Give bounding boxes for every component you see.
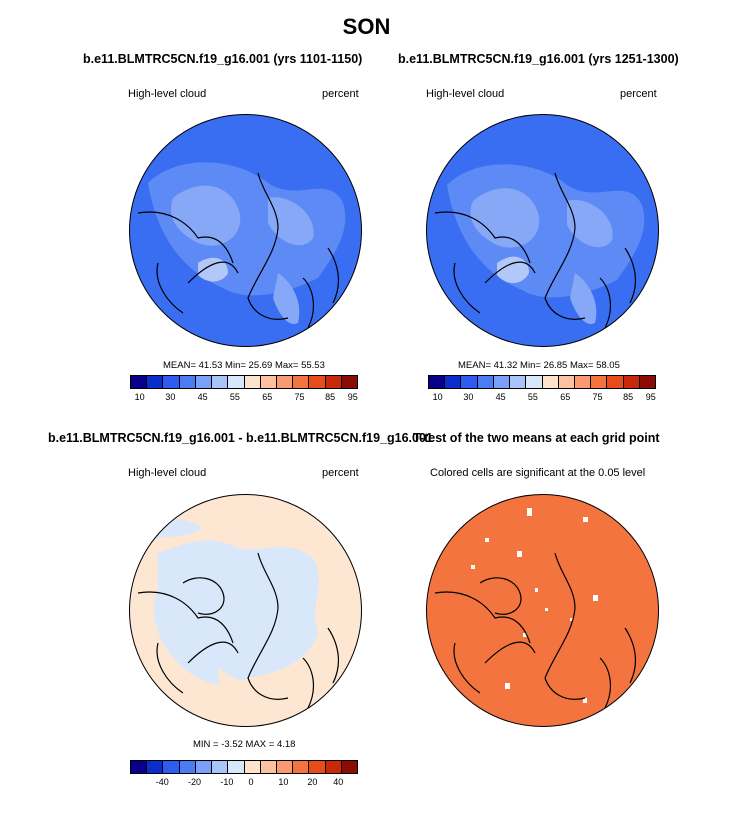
colorbar-tick-label: 0 — [248, 777, 254, 787]
colorbar-tick-label: 75 — [294, 392, 305, 402]
colorbar-tick-label: 20 — [307, 777, 318, 787]
panel-2-colorbar-ticks: 10 30 45 55 65 75 85 95 — [428, 392, 656, 404]
panel-1-variable-label: High-level cloud — [128, 88, 207, 100]
colorbar-cell — [228, 376, 245, 388]
panel-1-stats: MEAN= 41.53 Min= 25.69 Max= 55.53 — [163, 360, 325, 371]
colorbar-cell — [574, 376, 592, 388]
colorbar-tick-label: 65 — [560, 392, 571, 402]
figure-title: SON — [342, 14, 391, 39]
colorbar-cell — [228, 761, 245, 773]
panel-1-title: b.e11.BLMTRC5CN.f19_g16.001 (yrs 1101-11… — [83, 52, 363, 66]
colorbar-cell — [639, 376, 656, 388]
colorbar-tick-label: 55 — [229, 392, 240, 402]
colorbar-cell — [260, 761, 277, 773]
colorbar-tick-label: -40 — [155, 777, 169, 787]
colorbar-tick-label: 30 — [165, 392, 176, 402]
colorbar-cell — [293, 376, 310, 388]
panel-4-significance-label: Colored cells are significant at the 0.0… — [430, 467, 646, 479]
colorbar-cell — [131, 376, 148, 388]
colorbar-tick-label: 95 — [645, 392, 656, 402]
colorbar-tick-label: 10 — [432, 392, 443, 402]
panel-1-colorbar — [130, 375, 358, 389]
colorbar-cell — [325, 761, 342, 773]
panel-3-difference-map — [129, 494, 362, 727]
colorbar-tick-label: 95 — [347, 392, 358, 402]
colorbar-cell — [212, 761, 229, 773]
colorbar-cell — [623, 376, 640, 388]
colorbar-cell — [558, 376, 575, 388]
panel-1-units-label: percent — [322, 88, 359, 100]
panel-3-colorbar — [130, 760, 358, 774]
colorbar-tick-label: 10 — [278, 777, 289, 787]
panel-3-stats: MIN = -3.52 MAX = 4.18 — [193, 739, 296, 750]
colorbar-cell — [309, 376, 326, 388]
colorbar-cell — [147, 376, 164, 388]
colorbar-cell — [260, 376, 277, 388]
colorbar-tick-label: 85 — [325, 392, 336, 402]
colorbar-cell — [510, 376, 527, 388]
colorbar-tick-label: 65 — [262, 392, 273, 402]
panel-2-stats: MEAN= 41.32 Min= 26.85 Max= 58.05 — [458, 360, 620, 371]
colorbar-cell — [542, 376, 559, 388]
colorbar-tick-label: 40 — [333, 777, 344, 787]
colorbar-cell — [526, 376, 543, 388]
colorbar-cell — [429, 376, 446, 388]
colorbar-cell — [341, 376, 358, 388]
colorbar-tick-label: -10 — [220, 777, 234, 787]
colorbar-tick-label: 45 — [495, 392, 506, 402]
colorbar-cell — [341, 761, 358, 773]
colorbar-tick-label: 85 — [623, 392, 634, 402]
colorbar-cell — [477, 376, 494, 388]
panel-2-polar-map — [426, 114, 659, 347]
colorbar-tick-label: 30 — [463, 392, 474, 402]
colorbar-tick-label: 75 — [592, 392, 603, 402]
panel-3-units-label: percent — [322, 467, 359, 479]
colorbar-cell — [309, 761, 326, 773]
colorbar-tick-label: 55 — [527, 392, 538, 402]
panel-2-title: b.e11.BLMTRC5CN.f19_g16.001 (yrs 1251-13… — [398, 52, 679, 66]
panel-1-polar-map — [129, 114, 362, 347]
colorbar-cell — [325, 376, 342, 388]
panel-3-variable-label: High-level cloud — [128, 467, 207, 479]
colorbar-cell — [244, 376, 261, 388]
colorbar-cell — [195, 376, 213, 388]
colorbar-cell — [445, 376, 462, 388]
colorbar-tick-label: -20 — [188, 777, 202, 787]
panel-3-colorbar-ticks: -40 -20 -10 0 10 20 40 — [130, 777, 358, 789]
panel-1-colorbar-ticks: 10 30 45 55 65 75 85 95 — [130, 392, 358, 404]
colorbar-cell — [147, 761, 164, 773]
colorbar-cell — [212, 376, 229, 388]
panel-4-ttest-map — [426, 494, 659, 727]
colorbar-cell — [607, 376, 624, 388]
colorbar-cell — [179, 376, 196, 388]
colorbar-cell — [293, 761, 310, 773]
colorbar-cell — [591, 376, 608, 388]
ttest-title: T-test of the two means at each grid poi… — [413, 431, 660, 445]
colorbar-tick-label: 45 — [197, 392, 208, 402]
colorbar-cell — [163, 761, 180, 773]
colorbar-cell — [195, 761, 213, 773]
colorbar-cell — [461, 376, 478, 388]
colorbar-cell — [163, 376, 180, 388]
colorbar-cell — [493, 376, 511, 388]
colorbar-cell — [276, 761, 294, 773]
panel-2-variable-label: High-level cloud — [426, 88, 505, 100]
difference-title: b.e11.BLMTRC5CN.f19_g16.001 - b.e11.BLMT… — [48, 431, 433, 445]
panel-2-units-label: percent — [620, 88, 657, 100]
panel-2-colorbar — [428, 375, 656, 389]
colorbar-cell — [179, 761, 196, 773]
colorbar-cell — [131, 761, 148, 773]
colorbar-tick-label: 10 — [134, 392, 145, 402]
colorbar-cell — [244, 761, 261, 773]
colorbar-cell — [276, 376, 294, 388]
